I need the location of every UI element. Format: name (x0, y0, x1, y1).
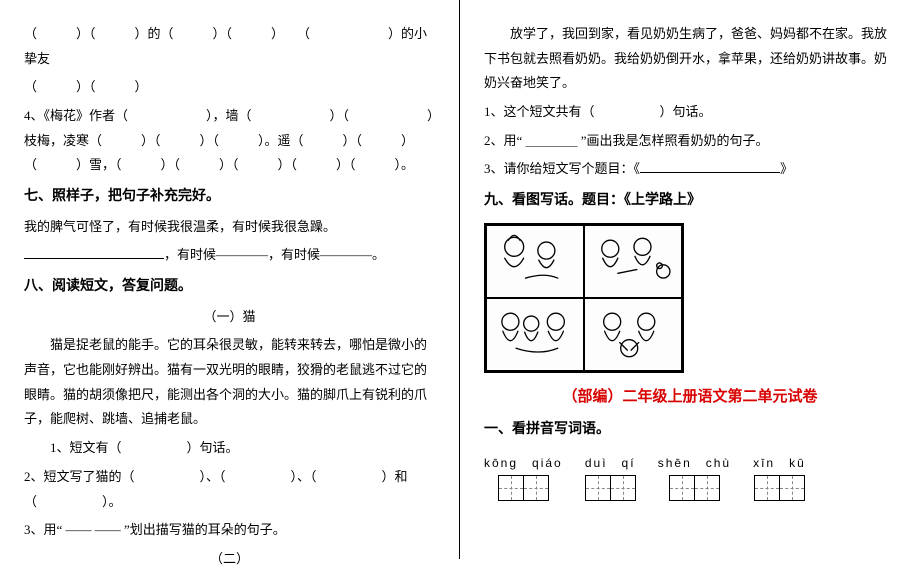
heading-r1: 一、看拼音写词语。 (484, 417, 896, 444)
pic-panel-1 (486, 225, 584, 298)
example-7b[interactable]: ，有时候————，有时候————。 (24, 243, 435, 268)
pinyin-label-0: kōnɡ qiáo (484, 452, 563, 475)
example-7a: 我的脾气可怪了，有时候我很温柔，有时候我很急躁。 (24, 215, 435, 240)
blank-7b-2[interactable]: ———— (216, 247, 268, 262)
tianzi-1[interactable] (585, 475, 636, 501)
tianzi-3[interactable] (754, 475, 805, 501)
pinyin-label-3: xīn kū (753, 452, 806, 475)
heading-8: 八、阅读短文，答复问题。 (24, 274, 435, 301)
q2-3[interactable]: 3、请你给短文写个题目：《 》 (484, 157, 896, 182)
q2-3-suffix: 》 (780, 161, 793, 176)
title-8b: （二） (24, 547, 435, 572)
blank-title[interactable] (640, 160, 780, 173)
fill-line-4: 4、《梅花》作者（ ），墙（ ）（ ）枝梅，凌寒（ ）（ ）（ ）。遥（ ）（ … (24, 104, 435, 178)
q8a-3: 3、用“ —— —— ”划出描写猫的耳朵的句子。 (24, 518, 435, 543)
pic-panel-3 (486, 298, 584, 371)
fill-line-1a: （ ）（ ）的（ ）（ ） （ ）的小挚友 (24, 22, 435, 71)
pic-panel-2 (584, 225, 682, 298)
blank-7b-1[interactable] (24, 246, 164, 259)
text-7b-end: 。 (372, 247, 385, 262)
passage-2: 放学了，我回到家，看见奶奶生病了，爸爸、妈妈都不在家。我放下书包就去照看奶奶。我… (484, 22, 896, 96)
title-8a: （一）猫 (24, 305, 435, 330)
pic-panel-4 (584, 298, 682, 371)
pinyin-label-1: duì qí (585, 452, 636, 475)
sketch-4-icon (585, 299, 681, 370)
pinyin-item-1[interactable]: duì qí (585, 452, 636, 501)
tianzi-2[interactable] (669, 475, 720, 501)
q2-1: 1、这个短文共有（ ）句话。 (484, 100, 896, 125)
picture-grid (484, 223, 684, 373)
pinyin-label-2: shēn chù (658, 452, 731, 475)
pinyin-item-2[interactable]: shēn chù (658, 452, 731, 501)
q2-3-prefix: 3、请你给短文写个题目：《 (484, 161, 640, 176)
q8a-2: 2、短文写了猫的（ ）、（ ）、（ ）和（ ）。 (24, 465, 435, 514)
pinyin-row: kōnɡ qiáo duì qí shēn chù xīn kū (484, 452, 896, 501)
fill-line-1b: （ ）（ ） (24, 75, 435, 100)
passage-8a: 猫是捉老鼠的能手。它的耳朵很灵敏，能转来转去，哪怕是微小的声音，它也能刚好辨出。… (24, 333, 435, 432)
pinyin-item-0[interactable]: kōnɡ qiáo (484, 452, 563, 501)
sketch-1-icon (487, 226, 583, 297)
q2-2: 2、用“ ＿＿＿＿ ”画出我是怎样照看奶奶的句子。 (484, 129, 896, 154)
heading-7: 七、照样子，把句子补充完好。 (24, 184, 435, 211)
sketch-3-icon (487, 299, 583, 370)
pinyin-item-3[interactable]: xīn kū (753, 452, 806, 501)
red-title: （部编）二年级上册语文第二单元试卷 (484, 383, 896, 412)
tianzi-0[interactable] (498, 475, 549, 501)
text-7b-mid1: ，有时候 (164, 247, 216, 262)
sketch-2-icon (585, 226, 681, 297)
blank-7b-3[interactable]: ———— (320, 247, 372, 262)
q8a-1: 1、短文有（ ）句话。 (24, 436, 435, 461)
text-7b-mid2: ，有时候 (268, 247, 320, 262)
heading-9: 九、看图写话。题目：《上学路上》 (484, 188, 896, 215)
